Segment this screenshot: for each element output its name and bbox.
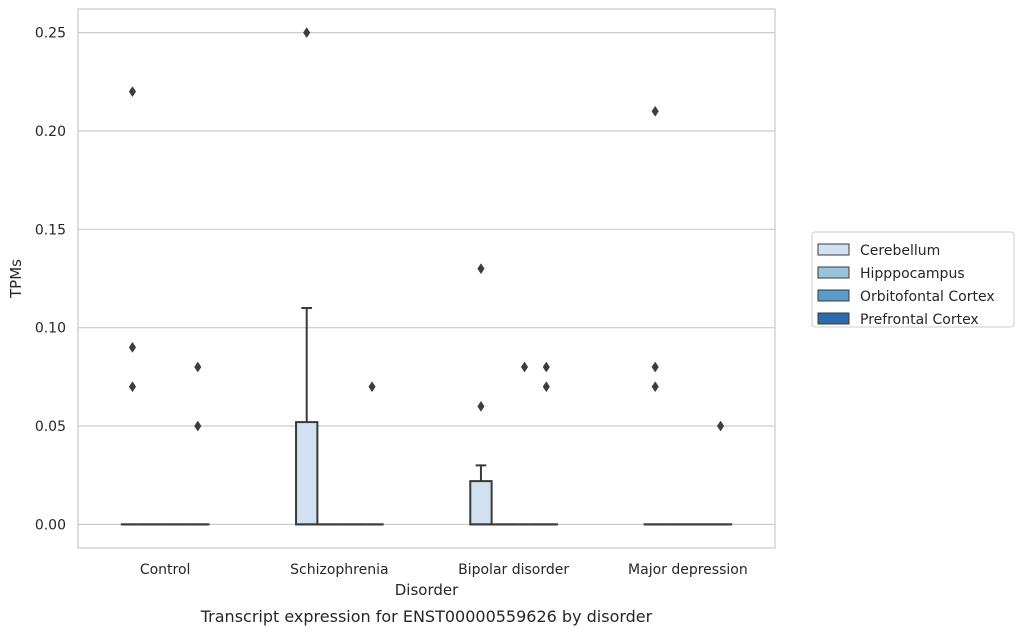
legend-label: Hipppocampus — [860, 266, 965, 282]
y-axis-label: TPMs — [7, 259, 25, 299]
legend-item: Orbitofontal Cortex — [817, 289, 995, 305]
outlier-point — [194, 420, 202, 432]
legend-label: Orbitofontal Cortex — [860, 289, 995, 305]
outlier-point — [542, 381, 550, 393]
outlier-point — [368, 381, 376, 393]
outlier-point — [194, 361, 202, 373]
outlier-point — [716, 420, 725, 432]
chart-caption: Transcript expression for ENST0000055962… — [200, 607, 653, 626]
x-axis-ticks: Control Schizophrenia Bipolar disorder Majo… — [140, 562, 748, 578]
x-tick-label: Schizophrenia — [290, 562, 388, 578]
legend-label: Cerebellum — [860, 243, 940, 259]
outlier-point — [303, 27, 311, 39]
outlier-point — [128, 86, 137, 98]
y-tick-label: 0.05 — [35, 419, 66, 435]
outlier-point — [520, 361, 529, 373]
legend-item: Prefrontal Cortex — [817, 312, 979, 328]
outlier-point — [651, 105, 659, 117]
legend-items: Cerebellum Hipppocampus Orbitofontal Corte… — [817, 243, 995, 328]
outlier-point — [128, 381, 137, 393]
plot-frame — [77, 8, 776, 549]
y-tick-label: 0.00 — [35, 517, 66, 533]
grid-lines — [78, 32, 775, 525]
outlier-point — [542, 361, 550, 373]
legend-swatch — [817, 266, 850, 279]
y-tick-label: 0.25 — [35, 26, 66, 42]
outlier-point — [477, 263, 485, 275]
outlier-point — [477, 400, 485, 412]
legend-swatch — [817, 243, 850, 256]
y-tick-label: 0.20 — [35, 124, 66, 140]
x-tick-label: Bipolar disorder — [458, 562, 569, 578]
y-tick-label: 0.10 — [35, 321, 66, 337]
x-tick-label: Control — [140, 562, 191, 578]
x-tick-label: Major depression — [628, 562, 748, 578]
box-body — [469, 480, 493, 526]
outlier-point — [651, 361, 659, 373]
legend-item: Hipppocampus — [817, 266, 965, 282]
box-0-2 — [469, 464, 493, 526]
legend-item: Cerebellum — [817, 243, 940, 259]
outlier-point — [128, 341, 137, 353]
box-0-1 — [295, 307, 319, 526]
legend: Cerebellum Hipppocampus Orbitofontal Corte… — [811, 231, 1015, 328]
legend-swatch — [817, 312, 850, 325]
outlier-points — [128, 27, 725, 432]
legend-swatch — [817, 289, 850, 302]
box-series — [120, 307, 733, 526]
legend-frame — [811, 231, 1015, 328]
box-body — [295, 421, 319, 526]
x-axis-label: Disorder — [395, 581, 459, 599]
outlier-point — [651, 381, 659, 393]
y-axis-ticks: 0.00 0.05 0.10 0.15 0.20 0.25 — [35, 26, 66, 534]
legend-label: Prefrontal Cortex — [860, 312, 979, 328]
y-tick-label: 0.15 — [35, 222, 66, 238]
